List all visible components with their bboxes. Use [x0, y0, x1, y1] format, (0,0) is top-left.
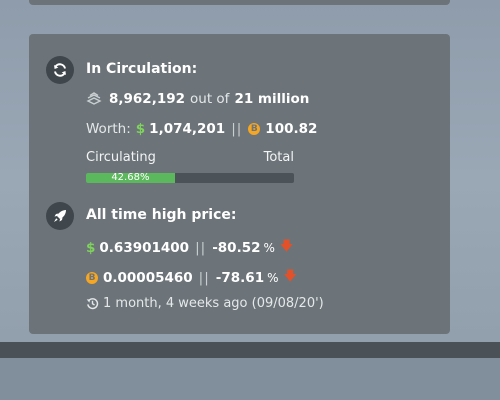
worth-btc: 100.82	[265, 121, 318, 137]
total-label: Total	[263, 150, 294, 165]
max-supply: 21 million	[234, 91, 310, 107]
history-icon	[86, 297, 99, 310]
ath-date: 1 month, 4 weeks ago (09/08/20')	[103, 296, 324, 311]
ath-btc-price: 0.00005460	[103, 270, 193, 286]
worth-row: Worth: $ 1,074,201 || B 100.82	[86, 121, 317, 137]
ath-heading: All time high price:	[86, 207, 237, 223]
previous-card	[29, 0, 450, 5]
circulation-progress-bar: 42.68%	[86, 173, 294, 183]
circulation-amount: 8,962,192	[109, 91, 186, 107]
separator: ||	[195, 240, 207, 256]
dollar-icon: $	[135, 121, 146, 137]
circulation-card: In Circulation: 8,962,192 out of 21 mill…	[29, 34, 450, 334]
progress-labels: Circulating Total	[86, 150, 294, 165]
arrow-down-icon: 🡇	[283, 269, 297, 284]
ath-btc-change: -78.61	[215, 270, 265, 286]
separator: ||	[231, 121, 243, 137]
percent-sign: %	[263, 241, 275, 255]
progress-percent: 42.68%	[111, 173, 150, 183]
ath-usd-row: $ 0.63901400 || -80.52 % 🡇	[86, 237, 293, 259]
ath-usd-price: 0.63901400	[99, 240, 190, 256]
worth-usd: 1,074,201	[149, 121, 226, 137]
separator: ||	[198, 270, 210, 286]
bottom-strip	[0, 358, 500, 400]
progress-fill: 42.68%	[86, 173, 175, 183]
ath-usd-change: -80.52	[212, 240, 261, 256]
percent-sign: %	[267, 271, 279, 285]
arrow-down-icon: 🡇	[279, 239, 294, 254]
dollar-icon: $	[86, 240, 96, 256]
ath-btc-row: B 0.00005460 || -78.61 % 🡇	[86, 267, 297, 289]
rocket-icon	[46, 202, 74, 230]
coin-stack-icon	[86, 91, 102, 107]
supply-row: 8,962,192 out of 21 million	[86, 91, 309, 107]
bitcoin-icon: B	[86, 272, 98, 284]
refresh-icon	[46, 56, 74, 84]
circulating-label: Circulating	[86, 150, 156, 165]
ath-history-row: 1 month, 4 weeks ago (09/08/20')	[86, 296, 324, 311]
out-of-text: out of	[190, 91, 230, 107]
worth-label: Worth:	[86, 121, 131, 137]
bitcoin-icon: B	[248, 123, 261, 135]
circulation-heading: In Circulation:	[86, 61, 198, 77]
footer-bar	[0, 342, 500, 358]
